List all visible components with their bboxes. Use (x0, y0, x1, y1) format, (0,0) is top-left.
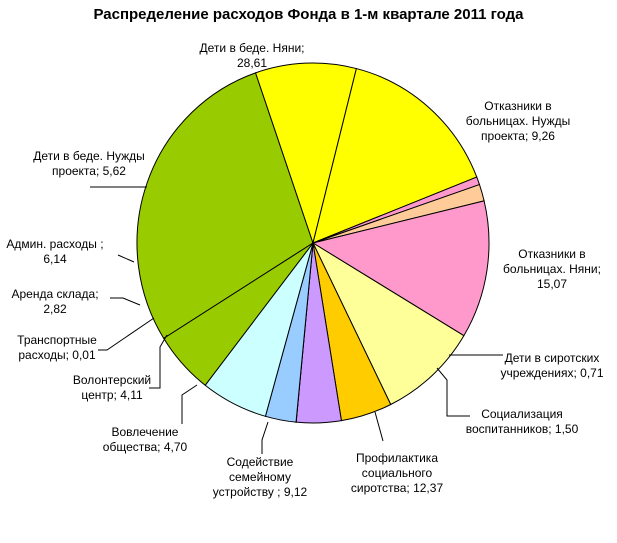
pie-slice (254, 62, 358, 245)
slice-label: Дети в сиротских учреждениях; 0,71 (500, 351, 603, 380)
leader-line (181, 384, 198, 424)
slice-label: Волонтерский центр; 4,11 (73, 373, 151, 402)
pie-slice (312, 67, 478, 244)
pie-slice (136, 72, 314, 340)
leader-line (261, 421, 269, 454)
slice-label: Админ. расходы ; 6,14 (6, 237, 103, 266)
leader-line (374, 411, 384, 442)
pie-slice (311, 241, 465, 406)
leader-line (436, 367, 470, 417)
slice-label: Профилактика социального сиротства; 12,37 (351, 451, 444, 495)
leader-line (98, 317, 155, 351)
slice-label: Транспортные расходы; 0,01 (17, 333, 97, 362)
slice-label: Дети в беде. Няни; 28,61 (200, 41, 305, 70)
slice-label: Дети в беде. Нужды проекта; 5,62 (33, 149, 145, 178)
leader-line (110, 297, 141, 306)
leader-line (149, 334, 168, 389)
slice-label: Содействие семейному устройству ; 9,12 (213, 455, 308, 499)
slice-label: Вовлечение общества; 4,70 (103, 425, 188, 454)
pie-slice (311, 200, 490, 337)
slice-label: Социализация воспитанников; 1,50 (466, 407, 579, 436)
leader-line (117, 254, 135, 263)
slice-label: Отказники в больницах. Няни; 15,07 (503, 247, 601, 291)
slice-label: Отказники в больницах. Нужды проекта; 9,26 (466, 99, 571, 143)
chart-title: Распределение расходов Фонда в 1-м кварт… (93, 6, 524, 23)
pie-slice (163, 242, 314, 386)
slice-label: Аренда склада; 2,82 (11, 287, 98, 316)
